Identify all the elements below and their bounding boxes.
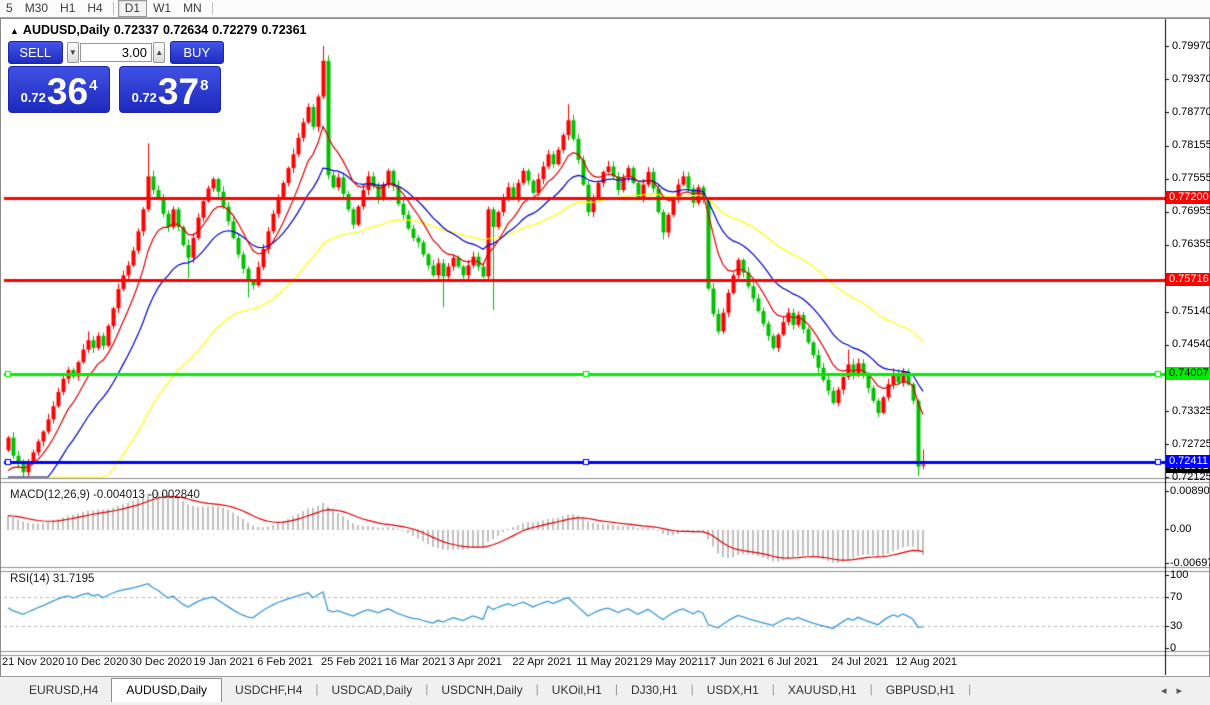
macd-indicator-label: MACD(12,26,9) [10,489,90,501]
tab-separator: | [535,682,539,696]
chart-title-bar: ▲ AUDUSD,Daily 0.72337 0.72634 0.72279 0.7236… [10,23,311,37]
macd-axis-label: 0.00 [1170,523,1192,535]
tab-separator: | [968,682,972,696]
macd-axis-label: -0.006977 [1170,557,1210,569]
buy-price-main: 37 [157,71,200,112]
price-line-badge: 0.72411 [1166,454,1210,468]
date-axis-label: 21 Nov 2020 [2,656,65,668]
rsi-axis-label: 70 [1170,590,1183,603]
ohlc-close: 0.72361 [261,23,307,37]
date-axis-label: 10 Dec 2020 [65,656,129,668]
date-axis-label: 25 Feb 2021 [321,656,383,668]
date-axis-label: 19 Jan 2021 [193,656,254,668]
scroll-right-icon[interactable]: ▸ [1176,685,1192,697]
price-line-badge: 0.75716 [1166,272,1210,286]
ohlc-high: 0.72634 [162,23,209,37]
tab-separator: | [425,682,429,696]
tab-separator: | [614,682,618,696]
ohlc-low: 0.72279 [212,23,258,37]
timeframe-button-mn[interactable]: MN [183,1,202,15]
date-axis-label: 6 Jul 2021 [767,656,819,668]
price-axis-label: 0.76955 [1172,205,1210,218]
date-axis-label: 11 May 2021 [576,656,639,668]
price-axis-label: 0.78155 [1172,139,1210,152]
date-axis-label: 12 Aug 2021 [895,656,957,668]
price-axis-label: 0.79370 [1172,72,1210,85]
toolbar-separator [211,2,213,15]
timeframe-button-m30[interactable]: M30 [24,1,49,15]
price-line-badge: 0.77200 [1166,191,1210,205]
toolbar-separator [112,2,114,15]
buy-button[interactable]: BUY [169,41,224,64]
tab-eurusd-h4[interactable]: EURUSD,H4 [29,683,99,697]
buy-price-pip: 8 [200,77,209,94]
date-axis-label: 16 Mar 2021 [384,656,447,668]
tab-separator: | [869,682,873,696]
price-axis-label: 0.72125 [1172,470,1210,483]
tab-usdcad-daily[interactable]: USDCAD,Daily [331,683,413,697]
tab-usdcnh-daily[interactable]: USDCNH,Daily [441,683,523,697]
timeframe-button-d1[interactable]: D1 [117,0,148,17]
tab-xauusd-h1[interactable]: XAUUSD,H1 [787,683,857,697]
chart-symbol-label: AUDUSD,Daily [22,23,110,37]
price-axis-label: 0.73325 [1172,404,1210,417]
price-axis-label: 0.76355 [1172,238,1210,251]
date-axis-label: 29 May 2021 [640,656,704,668]
macd-value-main: -0.004013 [93,489,145,501]
price-axis-label: 0.72725 [1172,437,1210,450]
ohlc-open: 0.72337 [113,23,159,37]
price-line-badge: 0.74007 [1166,366,1210,380]
tab-ukoil-h1[interactable]: UKOil,H1 [551,683,602,697]
tab-separator: | [771,682,775,696]
sell-price-prefix: 0.72 [20,90,46,105]
tab-dj30-h1[interactable]: DJ30,H1 [630,683,678,697]
sell-price-pip: 4 [89,77,98,94]
tab-gbpusd-h1[interactable]: GBPUSD,H1 [885,683,956,697]
rsi-axis-label: 30 [1170,620,1183,633]
date-axis-label: 24 Jul 2021 [831,656,889,668]
volume-decrease-button[interactable]: ▼ [66,42,79,63]
rsi-axis-label: 100 [1170,569,1189,581]
rsi-axis-label: 0 [1170,642,1177,654]
price-axis-label: 0.77555 [1172,172,1210,185]
price-axis-label: 0.74540 [1172,338,1210,351]
timeframe-button-h1[interactable]: H1 [60,1,76,15]
macd-value-signal: -0.002840 [148,489,200,501]
macd-axis-label: 0.008903 [1170,485,1210,497]
date-axis-label: 30 Dec 2020 [129,656,192,668]
tab-separator: | [690,682,694,696]
sell-price-display[interactable]: 0.72 36 4 [8,66,110,113]
rsi-value: 31.7195 [52,573,95,585]
tab-usdx-h1[interactable]: USDX,H1 [706,683,759,697]
buy-price-display[interactable]: 0.72 37 8 [119,66,221,113]
timeframe-button-5[interactable]: 5 [6,1,13,15]
date-axis-label: 3 Apr 2021 [448,656,502,668]
price-axis-label: 0.79970 [1172,39,1210,52]
scroll-left-icon[interactable]: ◂ [1160,685,1177,697]
timeframe-button-w1[interactable]: W1 [153,1,172,15]
tab-separator: | [315,682,319,696]
symbol-tab-bar: EURUSD,H4 AUDUSD,Daily USDCHF,H4 | USDCAD,Da… [0,676,1210,705]
sell-price-main: 36 [46,71,89,112]
price-axis-label: 0.78770 [1172,105,1210,118]
buy-price-prefix: 0.72 [131,90,157,105]
tab-audusd-daily[interactable]: AUDUSD,Daily [111,678,223,702]
tab-scroll-arrows: ◂▸ [1161,684,1192,697]
one-click-toggle-icon[interactable]: ▲ [10,26,19,36]
timeframe-toolbar: 5 M30 H1 H4 D1 W1 MN [0,0,1210,18]
one-click-trade-panel: SELL ▼ ▲ BUY 0.72 36 4 0.72 37 8 [8,41,224,113]
volume-increase-button[interactable]: ▲ [153,42,166,63]
tab-usdchf-h4[interactable]: USDCHF,H4 [235,683,303,697]
sell-button[interactable]: SELL [8,41,63,64]
rsi-indicator-label: RSI(14) [10,573,50,585]
date-axis-label: 17 Jun 2021 [703,656,765,668]
price-axis-label: 0.75140 [1172,305,1210,318]
date-axis-label: 6 Feb 2021 [257,656,313,668]
volume-input[interactable] [80,43,152,62]
date-axis-label: 22 Apr 2021 [512,656,572,668]
timeframe-button-h4[interactable]: H4 [87,1,103,15]
